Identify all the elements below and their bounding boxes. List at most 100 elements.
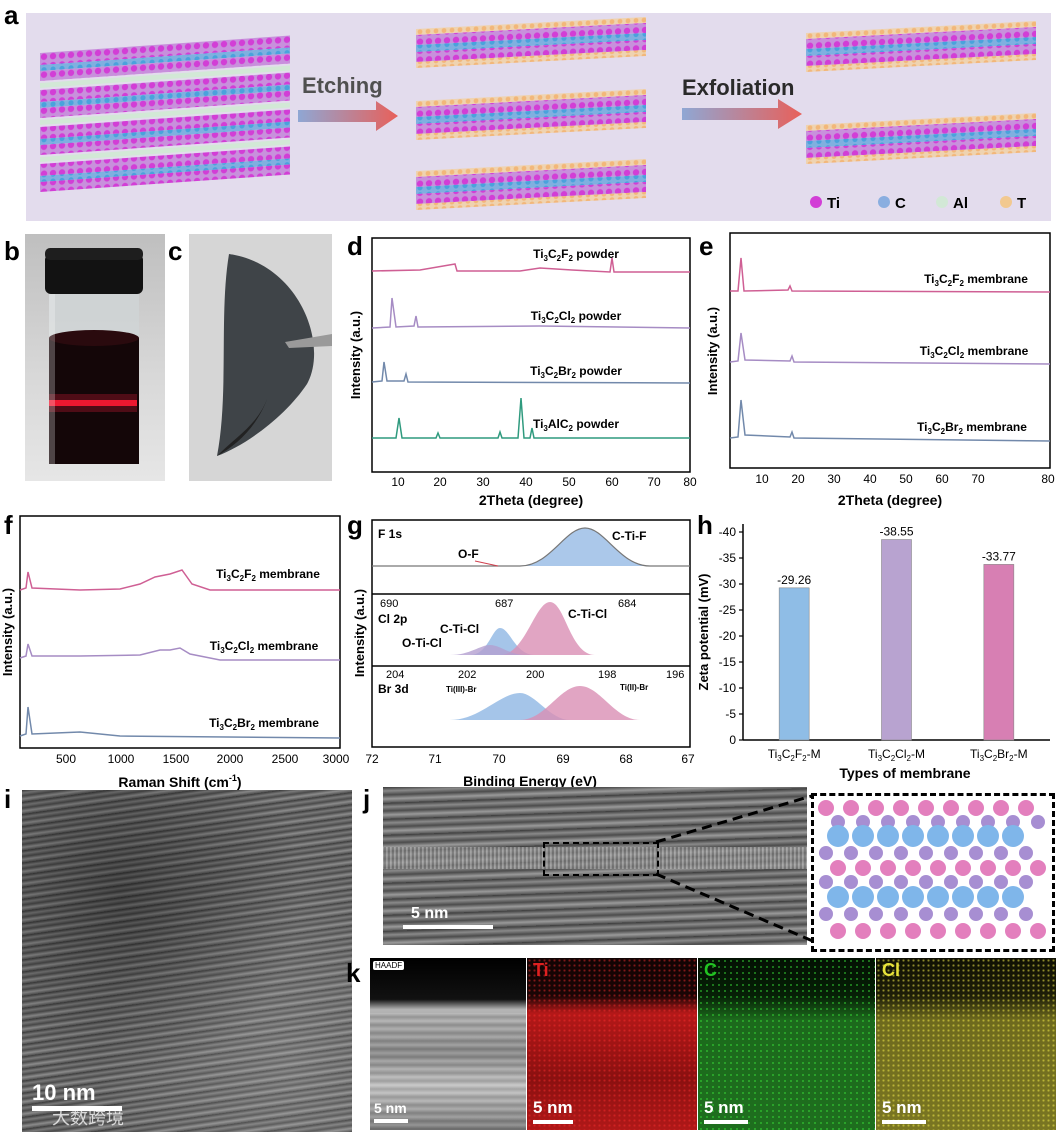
y-axis-label: Intensity (a.u.) <box>0 588 15 676</box>
atom-sphere <box>969 907 983 921</box>
panel-a-schematic: Etching Exfoliation Ti C Al T <box>26 13 1051 221</box>
br3d-title: Br 3d <box>378 682 409 696</box>
panel-label-d: d <box>347 231 363 261</box>
atom-sphere <box>831 815 845 829</box>
category-label: Ti3C2Cl2-M <box>868 747 925 763</box>
xrd-membrane-chart: Ti3C2F2 membrane Ti3C2Cl2 membrane Ti3C2… <box>705 232 1055 508</box>
panel-g-xps: F 1s C-Ti-F O-F 690 687 684 Cl 2p C-Ti-C… <box>350 510 695 795</box>
svg-text:80: 80 <box>1041 472 1055 486</box>
br3d-peak2-label: Ti(II)-Br <box>620 683 648 692</box>
atom-sphere <box>819 907 833 921</box>
br3d-peak1-fill <box>372 693 570 720</box>
bar <box>983 564 1015 741</box>
atom-sphere <box>919 875 933 889</box>
atom-sphere <box>994 875 1008 889</box>
svg-text:69: 69 <box>556 752 570 766</box>
svg-text:30: 30 <box>827 472 841 486</box>
atom-sphere <box>830 923 846 939</box>
svg-text:2500: 2500 <box>272 752 299 766</box>
plot-frame <box>729 232 1051 469</box>
panel-f-raman: Ti3C2F2 membrane Ti3C2Cl2 membrane Ti3C2… <box>0 510 350 795</box>
atom-sphere <box>902 886 924 908</box>
svg-text:50: 50 <box>899 472 913 486</box>
plot-frame <box>19 515 341 749</box>
scale-label: 10 nm <box>32 1080 96 1105</box>
scale-bar <box>704 1120 748 1124</box>
svg-text:2000: 2000 <box>217 752 244 766</box>
atom-sphere <box>927 825 949 847</box>
atom-sphere <box>1006 815 1020 829</box>
mxene-structure-illustration: Etching Exfoliation Ti C Al T <box>40 16 1036 212</box>
atom-sphere <box>993 800 1009 816</box>
atom-sphere <box>902 825 924 847</box>
br3d-tick: 196 <box>666 669 684 681</box>
atom-sphere <box>927 886 949 908</box>
category-label: Ti3C2F2-M <box>768 747 821 763</box>
series-line-ti3c2f2-raman <box>19 569 340 591</box>
bar-value-label: -38.55 <box>879 525 913 539</box>
exfoliation-label: Exfoliation <box>682 75 794 100</box>
c-eds-map: C 5 nm <box>698 958 875 1130</box>
y-tick-group: 0 -5 -10 -15 -20 -25 -30 -35 -40 <box>719 525 743 747</box>
x-axis-label: Binding Energy (eV) <box>463 773 597 789</box>
atom-sphere <box>1002 886 1024 908</box>
atom-sphere <box>930 923 946 939</box>
scale-bar <box>374 1119 408 1123</box>
series-line-ti3alc2-powder <box>372 397 690 439</box>
series-label-ti3c2cl2-membrane: Ti3C2Cl2 membrane <box>920 344 1029 360</box>
series-line-ti3c2f2-powder <box>371 257 690 273</box>
atom-sphere <box>893 800 909 816</box>
bar <box>881 539 912 741</box>
map-label: HAADF <box>373 961 405 970</box>
y-tick-label: -20 <box>719 629 737 643</box>
exfoliated-nanosheets <box>806 20 1036 164</box>
y-tick-label: -35 <box>719 551 737 565</box>
scale-label: 5 nm <box>704 1098 744 1117</box>
legend-dot-t <box>1000 196 1012 208</box>
atom-sphere <box>944 875 958 889</box>
cl2p-peak1-label: C-Ti-Cl <box>568 607 607 621</box>
x-tick-labels: 72 71 70 69 68 67 <box>365 752 695 766</box>
series-line-ti3c2br2-raman <box>19 706 341 739</box>
atom-lattice <box>818 800 1046 939</box>
atom-sphere <box>894 907 908 921</box>
atom-sphere <box>894 846 908 860</box>
br3d-tick: 198 <box>598 669 616 681</box>
etching-label: Etching <box>302 73 383 98</box>
xps-chart: F 1s C-Ti-F O-F 690 687 684 Cl 2p C-Ti-C… <box>352 519 695 789</box>
atom-sphere <box>1019 907 1033 921</box>
panel-label-e: e <box>699 231 714 261</box>
y-axis-label: Intensity (a.u.) <box>352 589 367 677</box>
panel-d-xrd-powder: Ti3C2F2 powder Ti3C2Cl2 powder Ti3C2Br2 … <box>340 228 698 513</box>
legend-label-al: Al <box>953 195 968 212</box>
atom-sphere <box>918 800 934 816</box>
atom-sphere <box>844 875 858 889</box>
atom-sphere <box>827 825 849 847</box>
atom-sphere <box>955 923 971 939</box>
legend-label-t: T <box>1017 195 1026 212</box>
series-label-ti3alc2-powder: Ti3AlC2 powder <box>533 417 619 433</box>
atom-sphere <box>819 846 833 860</box>
svg-text:20: 20 <box>433 475 447 489</box>
series-label-ti3c2br2-powder: Ti3C2Br2 powder <box>530 364 622 380</box>
panel-e-xrd-membrane: Ti3C2F2 membrane Ti3C2Cl2 membrane Ti3C2… <box>700 228 1060 513</box>
series-line-ti3c2br2-powder <box>371 361 691 384</box>
legend-label-ti: Ti <box>827 195 840 212</box>
flexible-membrane-illustration <box>217 254 332 456</box>
atom-sphere <box>1018 800 1034 816</box>
haadf-map: HAADF 5 nm <box>370 958 526 1130</box>
scale-label: 5 nm <box>882 1098 922 1117</box>
atom-sphere <box>844 907 858 921</box>
atom-sphere <box>869 907 883 921</box>
panel-h-zeta: 0 -5 -10 -15 -20 -25 -30 -35 -40 -29.26 Ti3C2F2-M… <box>695 510 1060 795</box>
exfoliation-arrow <box>682 99 802 129</box>
series-line-ti3c2cl2-raman <box>19 643 340 661</box>
atom-sphere <box>1030 860 1046 876</box>
atom-sphere <box>930 860 946 876</box>
atom-sphere <box>830 860 846 876</box>
svg-text:30: 30 <box>476 475 490 489</box>
series-label-ti3c2f2-powder: Ti3C2F2 powder <box>533 247 619 263</box>
series-label-ti3c2f2-raman: Ti3C2F2 membrane <box>216 567 320 583</box>
atom-sphere <box>994 907 1008 921</box>
br3d-tick: 200 <box>526 669 544 681</box>
